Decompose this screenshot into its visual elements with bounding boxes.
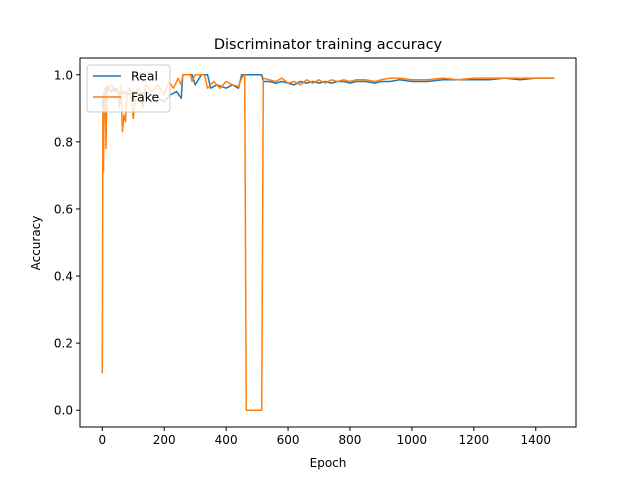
y-tick-label: 0.0	[54, 404, 73, 418]
series-line-fake	[101, 74, 555, 411]
y-tick-label: 0.4	[54, 270, 73, 284]
x-tick-label: 200	[153, 433, 176, 447]
x-tick-label: 1400	[520, 433, 551, 447]
legend: Real Fake	[86, 64, 171, 113]
y-tick-label: 0.6	[54, 202, 73, 216]
y-axis: 0.0 0.2 0.4 0.6 0.8 1.0	[54, 68, 80, 418]
x-tick-label: 1200	[459, 433, 490, 447]
x-axis-label: Epoch	[310, 456, 347, 470]
x-tick-label: 600	[277, 433, 300, 447]
x-tick-label: 1000	[397, 433, 428, 447]
x-axis: 0 200 400 600 800 1000 1200 1400	[98, 427, 551, 447]
y-tick-label: 0.8	[54, 135, 73, 149]
plot-frame	[79, 57, 577, 428]
y-tick-label: 1.0	[54, 68, 73, 82]
legend-label-fake: Fake	[131, 90, 159, 105]
plot-area	[79, 57, 577, 428]
x-tick-label: 400	[215, 433, 238, 447]
y-tick-label: 0.2	[54, 337, 73, 351]
y-axis-label: Accuracy	[29, 216, 43, 271]
x-tick-label: 0	[98, 433, 106, 447]
x-tick-label: 800	[339, 433, 362, 447]
chart-title: Discriminator training accuracy	[214, 37, 443, 53]
legend-label-real: Real	[131, 69, 158, 84]
